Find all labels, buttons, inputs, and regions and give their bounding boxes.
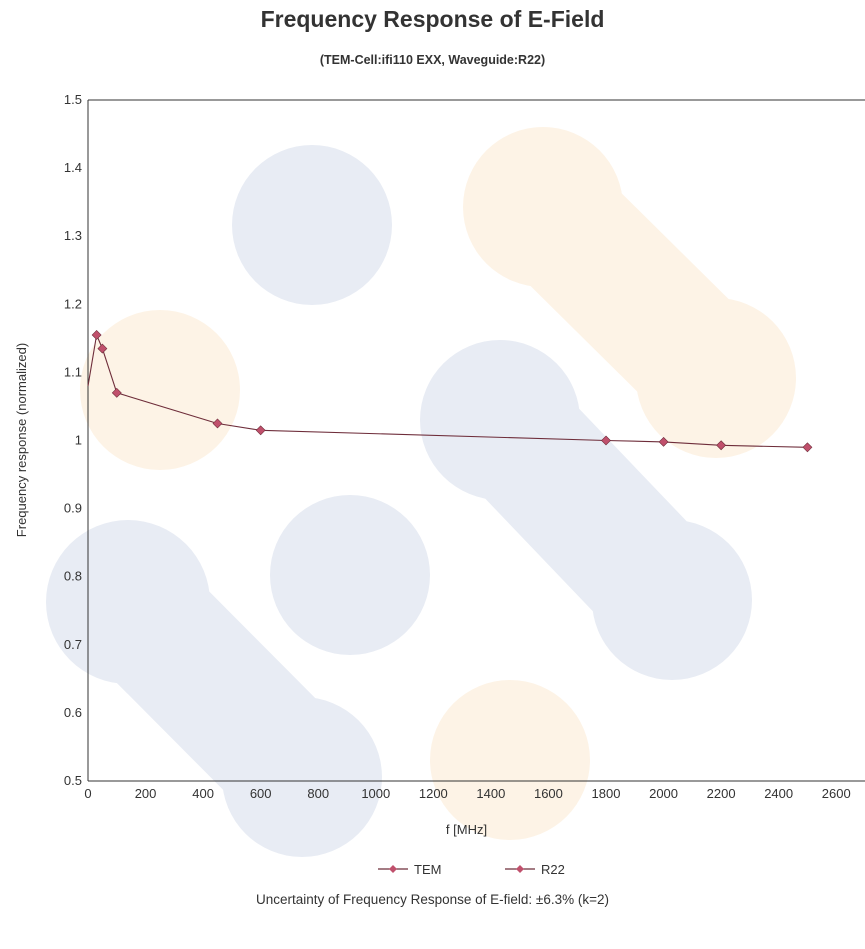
watermark-bar-blue-1 (435, 355, 737, 665)
x-tick-label: 2600 (822, 786, 851, 801)
y-tick-labels: 0.5 0.6 0.7 0.8 0.9 1 1.1 1.2 1.3 1.4 1.5 (64, 92, 82, 788)
x-tick-labels: 0 200 400 600 800 1000 1200 1400 1600 1800 2000 220… (84, 786, 850, 801)
y-tick-label: 0.8 (64, 569, 82, 584)
data-point-tem (111, 387, 122, 398)
y-tick-label: 1.3 (64, 228, 82, 243)
x-tick-label: 1000 (361, 786, 390, 801)
y-tick-label: 0.9 (64, 501, 82, 516)
data-point-tem (212, 418, 223, 429)
x-tick-label: 2400 (764, 786, 793, 801)
watermark-circle-blue-1 (270, 495, 430, 655)
x-tick-label: 1200 (419, 786, 448, 801)
x-tick-label: 800 (307, 786, 329, 801)
y-tick-label: 0.5 (64, 773, 82, 788)
legend-marker (516, 865, 524, 873)
y-tick-label: 1.1 (64, 364, 82, 379)
watermark-circle-orange-2 (80, 310, 240, 470)
y-tick-label: 0.7 (64, 637, 82, 652)
series-markers (91, 330, 813, 453)
x-tick-label: 200 (135, 786, 157, 801)
y-axis-label: Frequency response (normalized) (14, 343, 29, 537)
y-tick-label: 1.5 (64, 92, 82, 107)
watermark-bar-blue-0 (63, 537, 367, 842)
data-point-tem (255, 425, 266, 436)
chart-title: Frequency Response of E-Field (260, 6, 605, 32)
x-tick-label: 600 (250, 786, 272, 801)
data-point-r22 (601, 435, 611, 446)
legend-label: R22 (541, 862, 565, 877)
x-tick-label: 400 (192, 786, 214, 801)
chart-legend: TEM R22 (378, 862, 565, 877)
watermark-bar-orange-0 (478, 142, 781, 443)
y-tick-label: 1.4 (64, 160, 82, 175)
data-point-r22 (658, 436, 669, 447)
legend-label: TEM (414, 862, 441, 877)
data-point-r22 (716, 440, 727, 451)
series-line (87, 332, 808, 448)
watermark-circle-orange-3 (430, 680, 590, 840)
y-tick-label: 1.2 (64, 296, 82, 311)
y-tick-label: 0.6 (64, 705, 82, 720)
watermark-logo (46, 127, 796, 857)
watermark-circle-blue-0 (232, 145, 392, 305)
x-tick-label: 1800 (592, 786, 621, 801)
x-tick-label: 2000 (649, 786, 678, 801)
data-point-tem (91, 330, 102, 340)
data-point-tem (97, 343, 108, 354)
legend-marker (389, 865, 397, 873)
x-axis-label: f [MHz] (446, 822, 487, 837)
uncertainty-note: Uncertainty of Frequency Response of E-f… (256, 892, 609, 907)
x-tick-label: 2200 (707, 786, 736, 801)
data-point-r22 (802, 442, 813, 453)
chart-subtitle: (TEM-Cell:ifi110 EXX, Waveguide:R22) (319, 53, 546, 67)
series-lines (87, 332, 808, 448)
y-tick-label: 1 (75, 433, 82, 448)
plot-axes (87, 99, 865, 782)
x-tick-label: 0 (84, 786, 91, 801)
x-tick-label: 1600 (534, 786, 563, 801)
x-tick-label: 1400 (476, 786, 505, 801)
